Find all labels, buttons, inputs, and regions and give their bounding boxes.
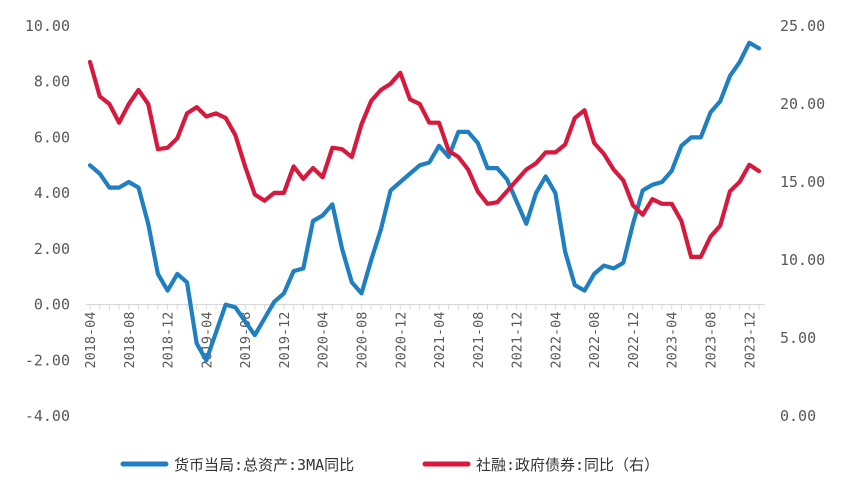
x-tick-label: 2022-12 [626, 312, 642, 369]
series-line-0 [87, 40, 762, 363]
left-tick-label: 2.00 [34, 240, 70, 258]
x-tick-label: 2021-04 [432, 312, 448, 369]
right-tick-label: 15.00 [780, 173, 825, 191]
left-axis-ticks: -4.00 -2.00 0.00 2.00 4.00 6.00 8.00 10.00 [25, 17, 70, 425]
x-tick-label: 2023-12 [742, 312, 758, 369]
right-axis-ticks: 0.00 5.00 10.00 15.00 20.00 25.00 [780, 17, 825, 425]
left-tick-label: 0.00 [34, 296, 70, 314]
right-tick-label: 0.00 [780, 407, 816, 425]
series-line-1 [87, 59, 762, 259]
x-tick-label: 2018-04 [83, 312, 99, 369]
x-tick-label: 2020-12 [393, 312, 409, 369]
x-tick-label: 2021-12 [510, 312, 526, 369]
right-tick-label: 5.00 [780, 329, 816, 347]
x-tick-label: 2020-08 [354, 312, 370, 369]
legend-label-money-authority: 货币当局:总资产:3MA同比 [174, 456, 354, 474]
x-tick-label: 2018-12 [161, 312, 177, 369]
left-tick-label: 10.00 [25, 17, 70, 35]
x-tick-label: 2019-12 [277, 312, 293, 369]
series-layer [87, 40, 762, 363]
x-tick-label: 2020-04 [316, 312, 332, 369]
x-tick-label: 2022-04 [548, 312, 564, 369]
left-tick-label: 6.00 [34, 128, 70, 146]
x-tick-label: 2021-08 [471, 312, 487, 369]
left-tick-label: 4.00 [34, 184, 70, 202]
left-tick-label: -4.00 [25, 407, 70, 425]
right-tick-label: 20.00 [780, 95, 825, 113]
left-tick-label: -2.00 [25, 351, 70, 369]
x-tick-label: 2023-04 [665, 312, 681, 369]
legend: 货币当局:总资产:3MA同比 社融:政府债券:同比（右） [120, 456, 659, 474]
left-tick-label: 8.00 [34, 73, 70, 91]
legend-label-gov-bonds: 社融:政府债券:同比（右） [476, 456, 659, 474]
x-tick-label: 2018-08 [122, 312, 138, 369]
right-tick-label: 10.00 [780, 251, 825, 269]
x-tick-label: 2022-08 [587, 312, 603, 369]
x-axis-ticks: 2018-04 2018-08 2018-12 2019-04 2019-08 2019-… [83, 304, 760, 369]
right-tick-label: 25.00 [780, 17, 825, 35]
x-tick-label: 2023-08 [704, 312, 720, 369]
